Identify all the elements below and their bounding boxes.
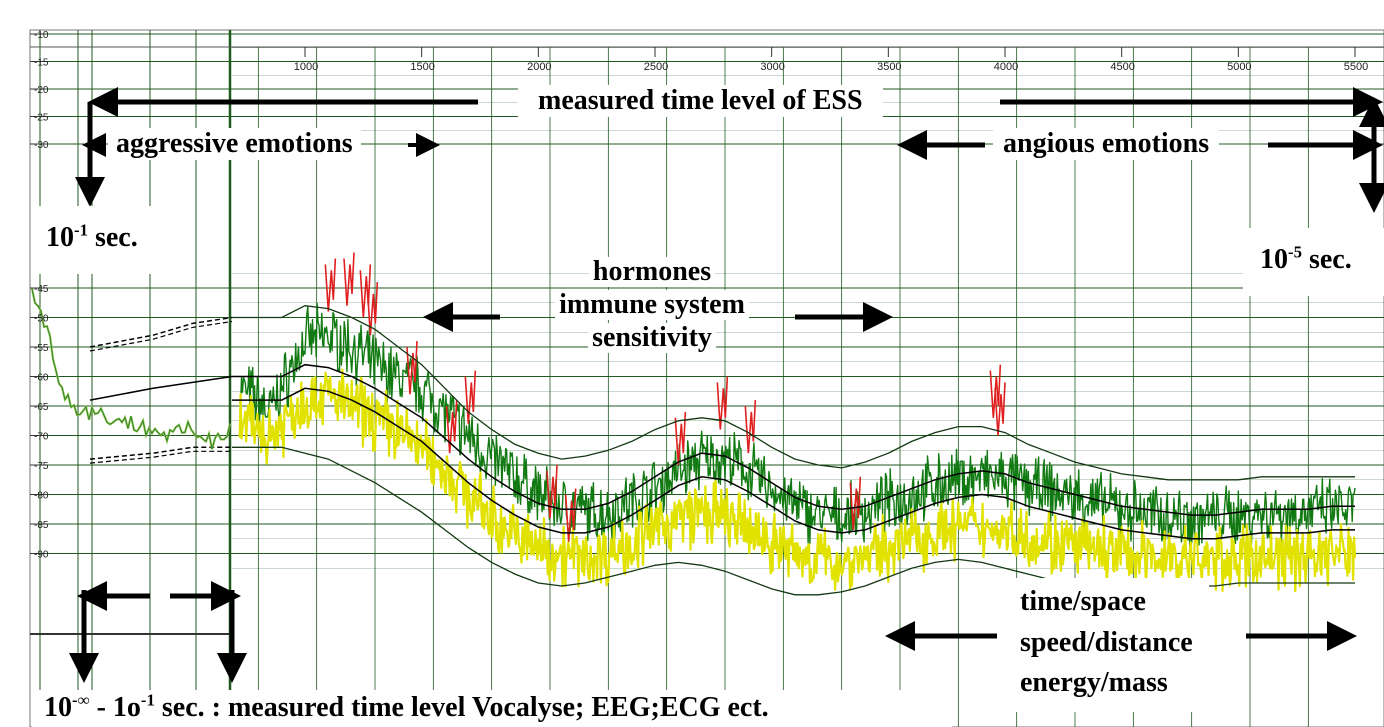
annotation-hormones-block: hormones immune system sensitivity bbox=[533, 257, 771, 353]
y-tick-label-2: -20 bbox=[34, 85, 49, 96]
series-4 bbox=[232, 387, 1355, 540]
annotation-physics-block: time/space speed/distance energy/mass bbox=[1004, 578, 1209, 712]
annotation-energy-mass: energy/mass bbox=[1020, 667, 1168, 699]
y-tick-label-11: -75 bbox=[34, 461, 49, 472]
series-9 bbox=[89, 375, 233, 401]
annotation-ten-minus-one-sec: 10-1 sec. bbox=[32, 206, 190, 274]
x-tick-label-1: 1500 bbox=[410, 61, 434, 73]
series-layer bbox=[30, 252, 1357, 596]
series-2-spike-3 bbox=[366, 282, 379, 336]
annotation-speed-distance: speed/distance bbox=[1020, 626, 1193, 658]
tick-labels: 1000 1500 2000 2500 3000 3500 4000 4500 5000 5500… bbox=[34, 30, 1368, 561]
x-tick-label-9: 5500 bbox=[1344, 61, 1368, 73]
series-7 bbox=[89, 316, 233, 348]
series-7-b bbox=[89, 320, 233, 352]
series-2-spike-12 bbox=[849, 476, 862, 530]
series-0 bbox=[239, 302, 1356, 551]
y-tick-label-8: -60 bbox=[34, 373, 49, 384]
x-tick-label-0: 1000 bbox=[294, 61, 318, 73]
y-tick-label-6: -50 bbox=[34, 314, 49, 325]
series-2-spike-9 bbox=[674, 411, 687, 466]
y-tick-label-9: -65 bbox=[34, 402, 49, 413]
series-2-spike-2 bbox=[359, 264, 372, 318]
series-2-spike-0 bbox=[324, 258, 337, 312]
annotation-immune-system: immune system bbox=[555, 290, 749, 320]
y-tick-label-3: -25 bbox=[34, 113, 49, 124]
series-2-spike-8 bbox=[564, 488, 577, 542]
series-2-spike-13 bbox=[989, 364, 1002, 418]
y-tick-label-12: -80 bbox=[34, 491, 49, 502]
annotation-angious-emotions: angious emotions bbox=[993, 128, 1220, 160]
x-tick-label-6: 4000 bbox=[994, 61, 1018, 73]
y-tick-label-13: -85 bbox=[34, 520, 49, 531]
y-tick-label-7: -55 bbox=[34, 343, 49, 354]
series-2-spike-6 bbox=[464, 370, 477, 424]
x-tick-label-3: 2500 bbox=[644, 61, 668, 73]
series-10-dark bbox=[31, 288, 231, 450]
y-tick-label-5: -45 bbox=[34, 284, 49, 295]
annotation-vocalyse-time-level: 10-∞ - 1o-1 sec. : measured time level V… bbox=[32, 690, 952, 727]
series-5 bbox=[232, 305, 1355, 481]
series-2-spike-5 bbox=[445, 400, 458, 454]
x-tick-label-8: 5000 bbox=[1227, 61, 1251, 73]
x-tick-label-5: 3500 bbox=[877, 61, 901, 73]
series-2-spike-10 bbox=[716, 376, 729, 430]
annotation-arrows bbox=[69, 87, 1384, 683]
series-2-spike-11 bbox=[744, 400, 757, 454]
annotation-hormones: hormones bbox=[588, 257, 716, 287]
y-tick-label-0: -10 bbox=[34, 30, 49, 41]
series-2-spike-14 bbox=[994, 382, 1006, 436]
y-tick-label-1: -15 bbox=[34, 58, 49, 69]
x-tick-label-7: 4500 bbox=[1110, 61, 1134, 73]
y-tick-label-10: -70 bbox=[34, 432, 49, 443]
annotation-time-space: time/space bbox=[1020, 586, 1146, 617]
annotation-sensitivity: sensitivity bbox=[588, 323, 716, 353]
x-tick-label-4: 3000 bbox=[760, 61, 784, 73]
series-3 bbox=[232, 363, 1355, 516]
y-tick-label-14: -90 bbox=[34, 550, 49, 561]
annotation-ten-minus-five-sec: 10-5 sec. bbox=[1243, 228, 1384, 296]
series-2-spike-4 bbox=[406, 341, 418, 395]
series-2-spike-1 bbox=[343, 252, 355, 306]
series-2-spike-7 bbox=[546, 464, 558, 519]
annotation-ess-time-level: measured time level of ESS bbox=[518, 85, 883, 117]
annotation-aggressive-emotions: aggressive emotions bbox=[108, 128, 361, 160]
y-tick-label-4: -30 bbox=[34, 140, 49, 151]
series-8-b bbox=[89, 450, 232, 464]
x-tick-label-2: 2000 bbox=[527, 61, 551, 73]
